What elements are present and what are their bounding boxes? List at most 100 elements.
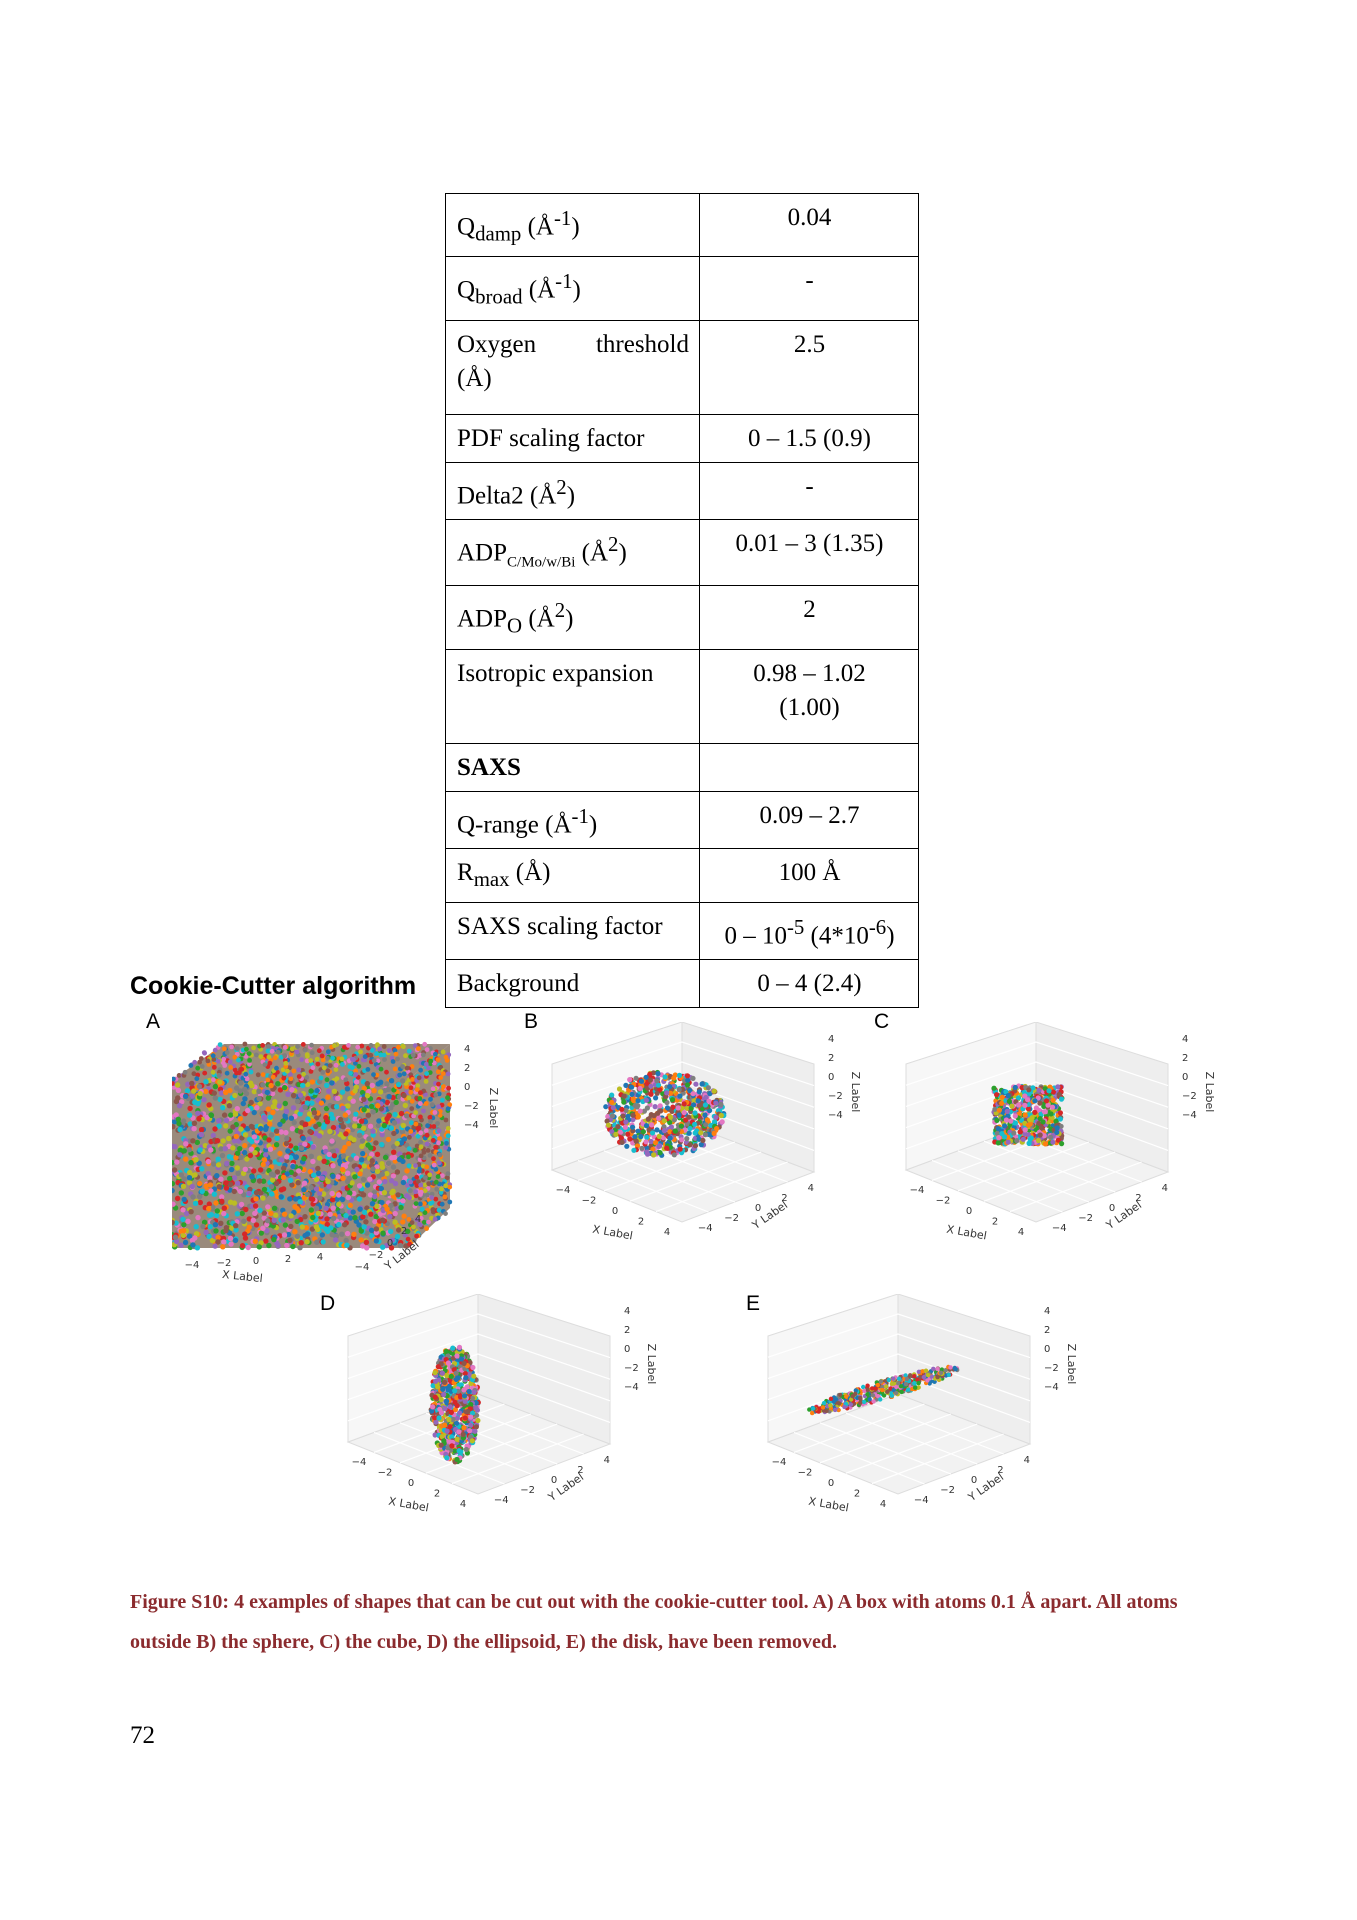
- atom-point: [260, 1195, 266, 1201]
- atom-point: [341, 1222, 348, 1228]
- atom-point: [696, 1089, 702, 1095]
- atom-point: [454, 1436, 460, 1442]
- atom-point: [657, 1143, 663, 1149]
- atom-point: [417, 1201, 423, 1207]
- atom-point: [452, 1407, 458, 1413]
- param-value: 100 Å: [699, 847, 919, 903]
- atom-point: [289, 1087, 295, 1093]
- atom-point: [466, 1388, 472, 1395]
- atom-point: [700, 1137, 706, 1143]
- atom-point: [838, 1392, 843, 1398]
- atom-point: [288, 1115, 295, 1121]
- atom-point: [313, 1224, 320, 1230]
- atom-point: [832, 1407, 838, 1413]
- atom-point: [389, 1178, 395, 1184]
- atom-point: [230, 1124, 236, 1130]
- atom-point: [218, 1220, 224, 1226]
- atom-point: [651, 1152, 657, 1158]
- x-tick-label: 2: [992, 1216, 998, 1227]
- atom-point: [408, 1179, 413, 1185]
- atom-point: [347, 1202, 353, 1209]
- atom-point: [180, 1228, 187, 1234]
- atom-point: [432, 1110, 438, 1115]
- grid-line: [819, 1422, 952, 1475]
- atom-point: [351, 1231, 357, 1237]
- atom-point: [445, 1445, 451, 1451]
- atom-point: [251, 1045, 256, 1051]
- atom-point: [1029, 1115, 1035, 1121]
- table-row: Rmax (Å) 100 Å: [445, 847, 919, 903]
- atom-point: [643, 1074, 649, 1080]
- y-tick-label: 4: [415, 1214, 421, 1225]
- atom-point: [408, 1188, 413, 1194]
- atom-point: [340, 1167, 346, 1173]
- atom-point: [702, 1132, 708, 1138]
- atom-point: [719, 1119, 725, 1125]
- atom-point: [313, 1205, 320, 1211]
- atom-point: [324, 1082, 330, 1088]
- atom-point: [301, 1187, 307, 1193]
- atom-point: [461, 1360, 467, 1366]
- atom-point: [350, 1098, 356, 1104]
- atom-point: [469, 1395, 476, 1401]
- atom-point: [671, 1152, 677, 1158]
- y-tick-label: −2: [940, 1485, 955, 1496]
- atom-point: [209, 1237, 216, 1244]
- atom-point: [690, 1075, 696, 1081]
- atom-point: [220, 1060, 226, 1066]
- atom-point: [378, 1066, 384, 1072]
- atom-point: [438, 1075, 444, 1080]
- atom-point: [314, 1056, 320, 1062]
- atom-point: [299, 1224, 305, 1230]
- param-label: Rmax (Å): [445, 847, 700, 903]
- atom-point: [361, 1106, 367, 1113]
- atom-point: [193, 1231, 200, 1237]
- atom-point: [229, 1044, 234, 1050]
- atom-point: [416, 1168, 422, 1174]
- atom-point: [430, 1383, 436, 1389]
- atom-point: [314, 1087, 320, 1094]
- atom-point: [279, 1157, 285, 1163]
- atom-point: [686, 1114, 692, 1120]
- atom-point: [664, 1145, 670, 1151]
- atom-point: [368, 1052, 374, 1058]
- atom-point: [1003, 1117, 1009, 1123]
- table-row: PDF scaling factor 0 – 1.5 (0.9): [445, 413, 919, 463]
- atom-point: [280, 1067, 286, 1073]
- atom-point: [369, 1082, 375, 1089]
- atom-point: [1035, 1137, 1042, 1144]
- atom-point: [391, 1149, 397, 1155]
- atom-point: [445, 1126, 451, 1131]
- atom-point: [681, 1101, 687, 1107]
- atom-point: [1054, 1125, 1060, 1131]
- atom-point: [291, 1068, 297, 1074]
- atom-point: [447, 1102, 453, 1108]
- atom-point: [429, 1215, 434, 1221]
- disk-atoms: [807, 1364, 960, 1416]
- atom-point: [871, 1399, 876, 1404]
- atom-point: [320, 1057, 326, 1063]
- atom-point: [433, 1196, 439, 1202]
- atom-point: [407, 1195, 412, 1201]
- atom-point: [625, 1113, 631, 1119]
- atom-point: [199, 1166, 205, 1172]
- atom-point: [212, 1095, 219, 1101]
- atom-point: [183, 1210, 190, 1217]
- atom-point: [231, 1200, 238, 1206]
- atom-point: [470, 1364, 476, 1371]
- z-tick-label: −4: [1182, 1110, 1197, 1121]
- atom-point: [433, 1419, 439, 1425]
- atom-point: [416, 1125, 422, 1131]
- atom-point: [410, 1052, 416, 1058]
- atom-point: [273, 1212, 279, 1218]
- atom-point: [906, 1387, 911, 1392]
- grid-line: [347, 1313, 611, 1359]
- atom-point: [620, 1113, 626, 1119]
- atom-point: [313, 1176, 320, 1183]
- atom-point: [192, 1099, 198, 1105]
- atom-point: [435, 1174, 441, 1179]
- y-tick-label: 0: [971, 1475, 977, 1486]
- atom-point: [675, 1105, 681, 1111]
